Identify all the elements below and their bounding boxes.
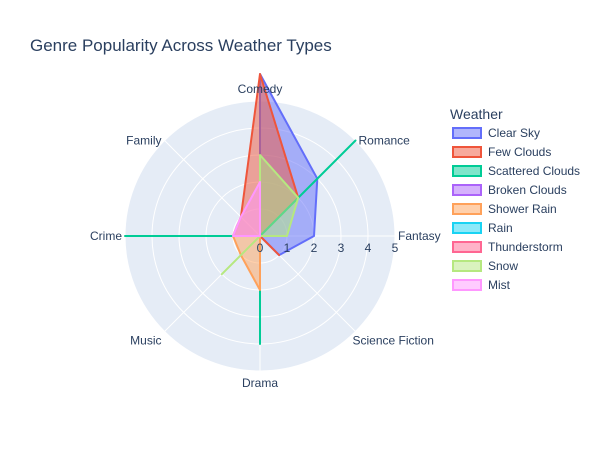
angular-axis-label: Crime bbox=[90, 229, 122, 243]
legend-label: Rain bbox=[488, 221, 513, 235]
radial-tick-label: 4 bbox=[365, 241, 372, 255]
radial-tick-label: 3 bbox=[338, 241, 345, 255]
radial-tick-label: 5 bbox=[392, 241, 399, 255]
legend-title: Weather bbox=[450, 106, 503, 122]
legend-swatch bbox=[452, 165, 482, 177]
angular-axis-label: Romance bbox=[359, 134, 411, 148]
legend-swatch bbox=[452, 146, 482, 158]
legend-item[interactable]: Scattered Clouds bbox=[452, 164, 580, 178]
angular-axis-label: Music bbox=[130, 334, 161, 348]
polar-area: Comedy Romance Fantasy Science Fiction Drama… bbox=[90, 73, 441, 390]
legend-item[interactable]: Rain bbox=[452, 221, 513, 235]
legend-label: Snow bbox=[488, 259, 518, 273]
series-trace-2[interactable] bbox=[124, 139, 357, 345]
legend-label: Shower Rain bbox=[488, 202, 557, 216]
legend-swatch bbox=[452, 279, 482, 291]
legend-item[interactable]: Clear Sky bbox=[452, 126, 540, 140]
chart-title: Genre Popularity Across Weather Types bbox=[30, 36, 332, 55]
legend-item[interactable]: Shower Rain bbox=[452, 202, 557, 216]
legend: Weather Clear Sky Few Clouds Scattered Clo… bbox=[450, 106, 580, 292]
legend-label: Scattered Clouds bbox=[488, 164, 580, 178]
legend-swatch bbox=[452, 127, 482, 139]
legend-item[interactable]: Mist bbox=[452, 278, 511, 292]
legend-swatch bbox=[452, 184, 482, 196]
angular-axis-label: Fantasy bbox=[398, 229, 441, 243]
legend-swatch bbox=[452, 222, 482, 234]
radial-tick-label: 0 bbox=[257, 241, 264, 255]
legend-label: Broken Clouds bbox=[488, 183, 567, 197]
angular-axis-label: Science Fiction bbox=[353, 334, 434, 348]
series-trace-8[interactable] bbox=[232, 181, 261, 237]
radial-tick-label: 2 bbox=[311, 241, 318, 255]
angular-axis-label: Family bbox=[126, 134, 161, 148]
angular-axis-label: Drama bbox=[242, 376, 278, 390]
angular-axis-label: Comedy bbox=[238, 82, 283, 96]
legend-label: Mist bbox=[488, 278, 511, 292]
legend-swatch bbox=[452, 241, 482, 253]
legend-swatch bbox=[452, 260, 482, 272]
legend-item[interactable]: Snow bbox=[452, 259, 518, 273]
legend-item[interactable]: Thunderstorm bbox=[452, 240, 563, 254]
legend-label: Few Clouds bbox=[488, 145, 551, 159]
legend-label: Clear Sky bbox=[488, 126, 540, 140]
legend-item[interactable]: Broken Clouds bbox=[452, 183, 567, 197]
radial-tick-label: 1 bbox=[284, 241, 291, 255]
legend-item[interactable]: Few Clouds bbox=[452, 145, 551, 159]
legend-label: Thunderstorm bbox=[488, 240, 563, 254]
legend-swatch bbox=[452, 203, 482, 215]
